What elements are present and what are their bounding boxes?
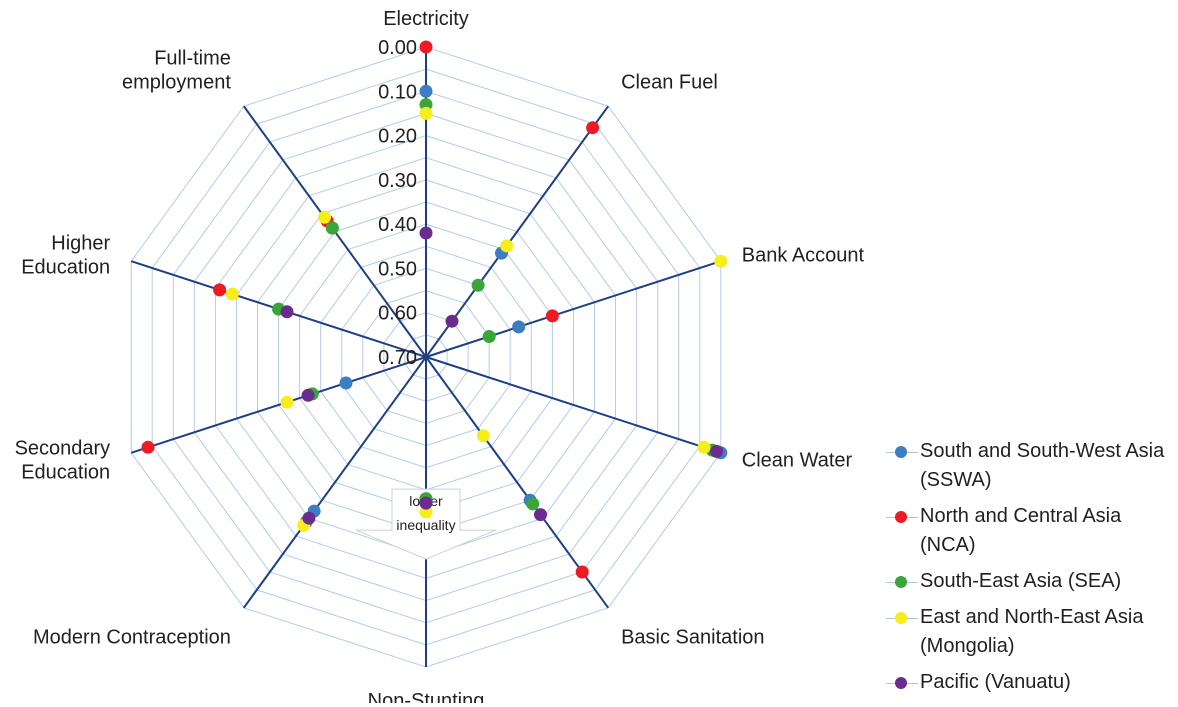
data-point xyxy=(325,221,339,235)
data-point xyxy=(710,444,724,458)
legend-label: East and North-East Asia (Mongolia) xyxy=(920,606,1144,657)
data-point xyxy=(419,226,433,240)
legend-marker xyxy=(884,671,920,695)
legend: South and South-West Asia (SSWA) North an… xyxy=(884,440,1174,707)
axis-spoke xyxy=(425,105,610,358)
data-point xyxy=(714,254,728,268)
axis-label: Full-time xyxy=(154,47,231,69)
axis-labels: Electricity Clean Fuel Bank Account Clean W… xyxy=(15,8,865,703)
legend-label: South-East Asia (SEA) xyxy=(920,570,1122,592)
legend-marker xyxy=(884,505,920,529)
axis-label: Education xyxy=(21,256,110,278)
axis-label: Bank Account xyxy=(742,244,865,266)
tick-label: 0.00 xyxy=(378,37,417,59)
data-point xyxy=(280,395,294,409)
tick-label: 0.10 xyxy=(378,81,417,103)
data-point xyxy=(141,440,155,454)
axis-label: Non-Stunting xyxy=(368,690,485,703)
axis-spoke xyxy=(425,356,610,609)
data-point xyxy=(476,429,490,443)
tick-label: 0.70 xyxy=(378,347,417,369)
data-point xyxy=(213,283,227,297)
legend-marker xyxy=(884,440,920,464)
data-point xyxy=(419,84,433,98)
data-point xyxy=(512,320,526,334)
data-point xyxy=(225,287,239,301)
tick-label: 0.60 xyxy=(378,303,417,325)
legend-item: Pacific (Vanuatu) xyxy=(884,671,1174,697)
axis-label: Clean Water xyxy=(742,450,853,472)
data-point xyxy=(545,309,559,323)
legend-item: South and South-West Asia (SSWA) xyxy=(884,440,1174,495)
data-point xyxy=(280,305,294,319)
axis-spoke xyxy=(242,356,427,609)
axis-label: Secondary xyxy=(15,438,111,460)
data-point xyxy=(302,511,316,525)
data-point xyxy=(697,440,711,454)
axis-label: Education xyxy=(21,462,110,484)
radial-tick-labels: 0.00 0.10 0.20 0.30 0.40 0.50 0.60 0.70 xyxy=(378,37,417,369)
axis-label: Clean Fuel xyxy=(621,71,718,93)
legend-item: East and North-East Asia (Mongolia) xyxy=(884,606,1174,661)
tick-label: 0.30 xyxy=(378,170,417,192)
axis-label: employment xyxy=(122,71,231,93)
legend-label: South and South-West Asia (SSWA) xyxy=(920,440,1165,491)
axis-spoke xyxy=(425,260,722,358)
data-point xyxy=(301,388,315,402)
data-point xyxy=(318,210,331,224)
legend-label: North and Central Asia (NCA) xyxy=(920,505,1122,556)
legend-marker xyxy=(884,606,920,630)
tick-label: 0.40 xyxy=(378,214,417,236)
axis-label: Basic Sanitation xyxy=(621,627,764,649)
data-point xyxy=(500,239,514,253)
axis-spoke xyxy=(425,356,722,454)
data-point xyxy=(482,330,496,343)
data-point xyxy=(586,121,600,135)
legend-item: South-East Asia (SEA) xyxy=(884,570,1174,596)
data-point xyxy=(419,505,433,519)
data-point xyxy=(419,106,433,120)
axis-spoke xyxy=(130,356,427,454)
axis-label: Modern Contraception xyxy=(33,627,231,649)
legend-marker xyxy=(884,570,920,594)
data-point xyxy=(534,508,547,522)
annotation-arrow xyxy=(355,488,497,560)
data-point xyxy=(339,376,353,390)
axis-label: Electricity xyxy=(383,8,469,30)
data-point xyxy=(575,565,589,579)
annotation-text: inequality xyxy=(396,517,455,533)
data-point xyxy=(445,314,459,328)
data-point xyxy=(471,278,485,292)
data-point xyxy=(419,496,433,510)
data-points xyxy=(141,40,728,579)
legend-label: Pacific (Vanuatu) xyxy=(920,671,1071,693)
tick-label: 0.20 xyxy=(378,126,417,148)
data-point xyxy=(419,40,433,54)
tick-label: 0.50 xyxy=(378,258,417,280)
axis-label: Higher xyxy=(51,232,110,254)
legend-item: North and Central Asia (NCA) xyxy=(884,505,1174,560)
data-point xyxy=(526,497,540,511)
